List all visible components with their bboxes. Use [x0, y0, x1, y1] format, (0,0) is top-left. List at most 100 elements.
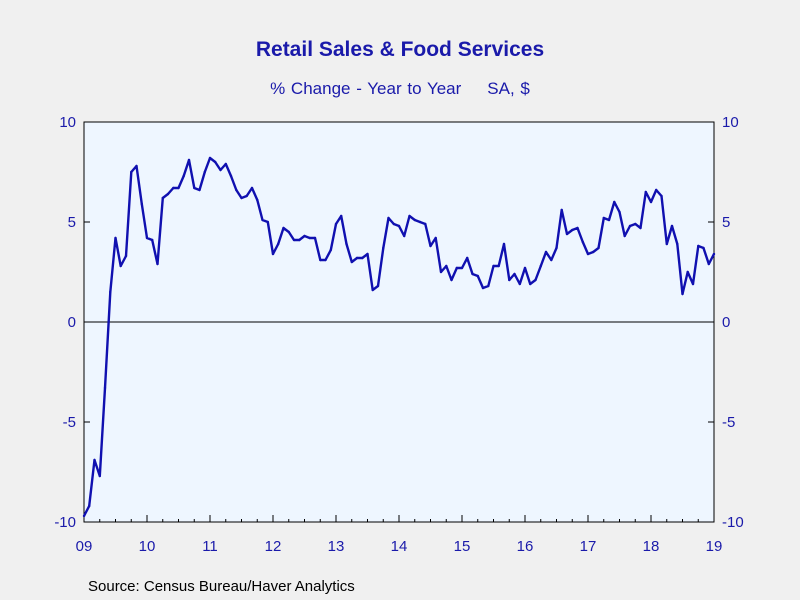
source-note: Source: Census Bureau/Haver Analytics	[88, 578, 355, 595]
x-tick-label: 18	[643, 538, 660, 555]
data-point	[366, 252, 369, 256]
y-tick-label-left: -5	[63, 414, 76, 431]
data-point	[476, 274, 479, 278]
data-point	[329, 248, 332, 252]
data-point	[413, 218, 416, 222]
data-point	[665, 242, 668, 246]
x-tick-label: 09	[76, 538, 93, 555]
data-point	[156, 262, 159, 266]
data-point	[119, 264, 122, 268]
data-point	[313, 236, 317, 240]
data-point	[371, 288, 374, 292]
data-point	[702, 246, 705, 250]
x-tick-label: 15	[454, 538, 471, 555]
data-point	[681, 292, 684, 296]
data-point	[114, 236, 117, 240]
y-tick-label-left: -10	[54, 514, 76, 531]
data-point	[382, 246, 385, 250]
data-point	[308, 236, 311, 240]
data-point	[460, 266, 464, 270]
data-point	[571, 228, 574, 232]
y-tick-label-right: 10	[722, 114, 739, 131]
data-point	[355, 256, 359, 260]
data-point	[660, 194, 663, 198]
data-point	[93, 458, 96, 462]
data-point	[649, 200, 653, 204]
x-tick-label: 11	[202, 538, 218, 555]
data-point	[581, 240, 584, 244]
data-point	[534, 278, 537, 282]
data-point	[361, 256, 364, 260]
data-point	[424, 222, 427, 226]
data-point	[670, 224, 674, 228]
data-point	[151, 238, 154, 242]
data-point	[565, 232, 569, 236]
data-point	[697, 244, 700, 248]
data-point	[576, 226, 579, 230]
data-point	[434, 236, 437, 240]
data-point	[466, 256, 469, 260]
data-point	[403, 234, 406, 238]
data-point	[628, 224, 632, 228]
data-point	[492, 264, 495, 268]
data-point	[513, 272, 516, 276]
data-point	[324, 258, 327, 262]
data-point	[597, 246, 600, 250]
data-point	[529, 282, 532, 286]
data-point	[250, 186, 254, 190]
data-point	[298, 238, 301, 242]
data-point	[219, 168, 222, 172]
y-tick-label-left: 5	[68, 214, 76, 231]
data-point	[607, 218, 611, 222]
x-tick-label: 12	[265, 538, 282, 555]
data-point	[455, 266, 458, 270]
data-point	[639, 226, 642, 230]
data-point	[177, 186, 180, 190]
data-point	[392, 222, 395, 226]
data-point	[655, 188, 658, 192]
subtitle-measure: % Change - Year to Year	[270, 79, 462, 98]
x-tick-label: 10	[139, 538, 156, 555]
data-point	[539, 264, 542, 268]
data-point	[256, 198, 259, 202]
data-point	[586, 252, 590, 256]
data-point	[634, 222, 637, 226]
y-tick-label-right: -5	[722, 414, 735, 431]
data-point	[387, 216, 390, 220]
data-point	[481, 286, 485, 290]
data-point	[261, 218, 264, 222]
data-point	[544, 250, 548, 254]
data-point	[429, 244, 432, 248]
data-point	[277, 242, 280, 246]
data-point	[618, 210, 621, 214]
data-point	[397, 224, 401, 228]
x-tick-label: 14	[391, 538, 408, 555]
data-point	[193, 186, 196, 190]
data-point	[140, 202, 143, 206]
data-point	[334, 222, 338, 226]
data-point	[502, 242, 506, 246]
data-point	[224, 162, 227, 166]
data-point	[340, 214, 343, 218]
data-point	[187, 158, 191, 162]
data-point	[135, 164, 138, 168]
data-point	[292, 238, 296, 242]
data-point	[613, 200, 616, 204]
data-point	[229, 174, 233, 178]
data-point	[182, 174, 185, 178]
data-point	[686, 270, 689, 274]
data-point	[508, 278, 511, 282]
data-point	[82, 514, 86, 518]
data-point	[124, 254, 128, 258]
data-point	[592, 250, 595, 254]
data-point	[418, 220, 422, 224]
data-point	[203, 170, 206, 174]
data-point	[676, 242, 679, 246]
data-point	[408, 214, 411, 218]
data-point	[644, 190, 647, 194]
x-tick-label: 17	[580, 538, 597, 555]
x-tick-label: 13	[328, 538, 345, 555]
data-point	[691, 282, 695, 286]
data-point	[208, 156, 212, 160]
